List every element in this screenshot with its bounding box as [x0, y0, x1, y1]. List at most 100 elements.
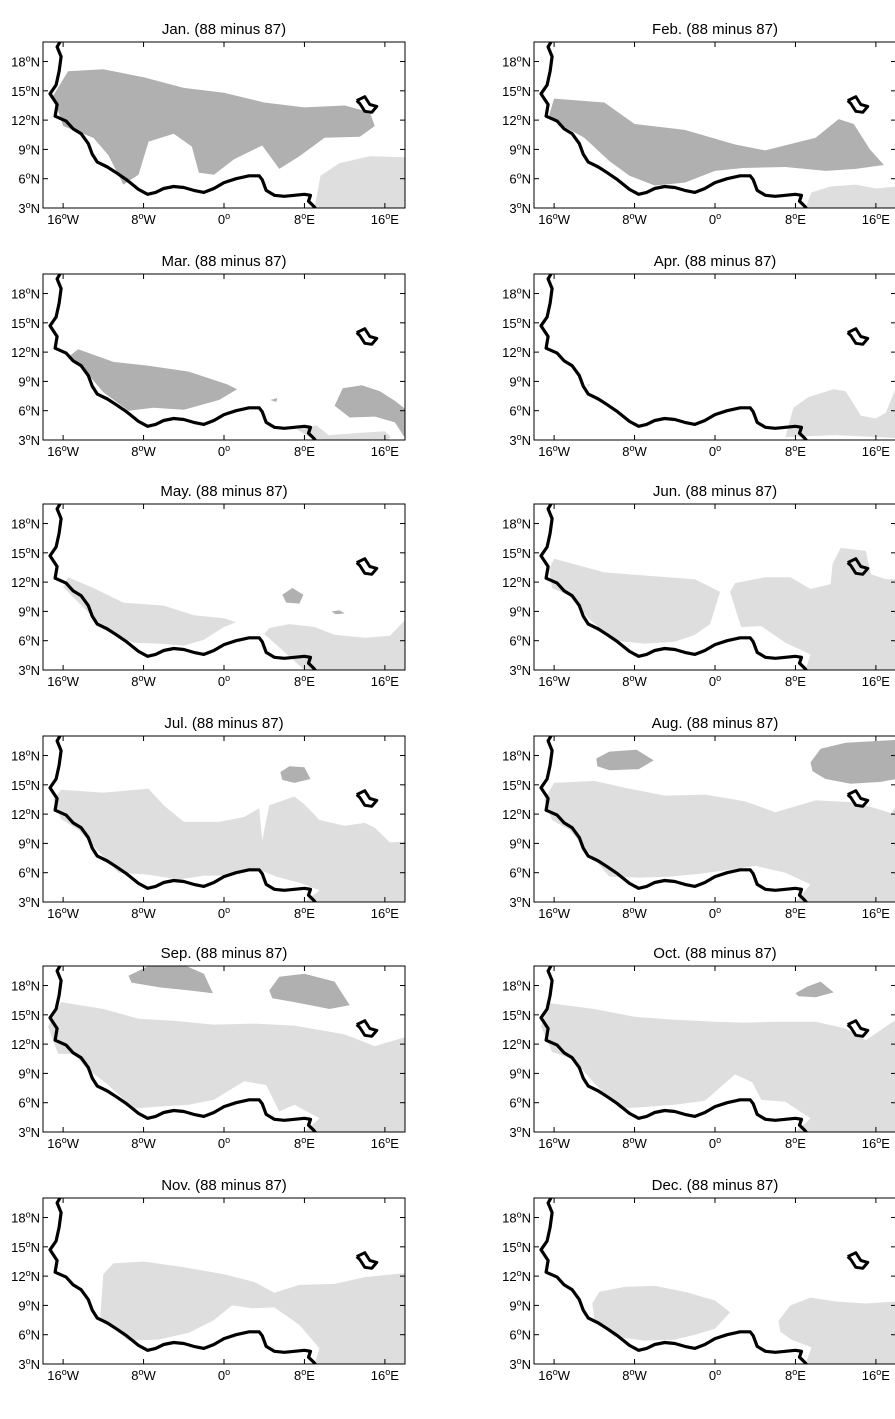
x-tick-label: 8oW	[131, 1135, 156, 1151]
x-tick-label: 0o	[218, 211, 230, 227]
x-tick-label: 8oW	[622, 443, 647, 459]
x-tick-label: 8oE	[785, 443, 806, 459]
y-tick-label: 9oN	[18, 603, 40, 619]
coastline	[48, 1198, 318, 1364]
dark-anomaly-region	[128, 966, 213, 994]
x-tick-label: 16oW	[538, 905, 570, 921]
y-tick-label: 3oN	[18, 1356, 40, 1372]
panel-title: Aug. (88 minus 87)	[652, 715, 779, 732]
lake-chad-outline	[846, 95, 870, 114]
panel-title: Mar. (88 minus 87)	[161, 253, 286, 270]
x-tick-label: 16oE	[862, 673, 890, 689]
y-tick-label: 12oN	[11, 344, 40, 360]
y-tick-label: 15oN	[502, 1239, 531, 1255]
map-panel: Aug. (88 minus 87) 16oW 8oW 0o 8oE 16oE 3oN 6oN…	[502, 715, 895, 921]
x-tick-label: 8oE	[294, 443, 315, 459]
x-tick-label: 16oE	[371, 443, 399, 459]
x-tick-label: 8oE	[785, 673, 806, 689]
y-tick-label: 18oN	[11, 978, 40, 994]
map-panel: May. (88 minus 87) 16oW 8oW 0o 8oE 16oE 3oN 6oN…	[11, 483, 406, 689]
x-tick-label: 8oW	[622, 1367, 647, 1383]
coastline	[539, 736, 809, 902]
dark-anomaly-region	[68, 349, 238, 411]
map-panel: Oct. (88 minus 87) 16oW 8oW 0o 8oE 16oE 3oN 6oN…	[502, 945, 895, 1151]
x-tick-label: 8oE	[294, 211, 315, 227]
x-tick-label: 0o	[709, 443, 721, 459]
y-tick-label: 3oN	[509, 200, 531, 216]
light-anomaly-region	[53, 788, 405, 902]
y-tick-label: 15oN	[11, 1007, 40, 1023]
y-tick-label: 15oN	[502, 83, 531, 99]
coastline	[48, 42, 318, 208]
x-tick-label: 8oW	[131, 1367, 156, 1383]
panel-title: Sep. (88 minus 87)	[161, 945, 288, 962]
x-tick-label: 16oE	[371, 1367, 399, 1383]
y-tick-label: 12oN	[11, 1036, 40, 1052]
y-tick-label: 15oN	[11, 545, 40, 561]
x-tick-label: 16oW	[538, 211, 570, 227]
x-tick-label: 16oE	[371, 211, 399, 227]
light-anomaly-region	[544, 780, 895, 902]
map-panel: Jun. (88 minus 87) 16oW 8oW 0o 8oE 16oE 3oN 6oN…	[502, 483, 895, 689]
y-tick-label: 6oN	[509, 865, 531, 881]
y-tick-label: 3oN	[18, 662, 40, 678]
lake-chad-outline	[846, 327, 870, 346]
y-tick-label: 12oN	[502, 806, 531, 822]
y-tick-label: 18oN	[11, 748, 40, 764]
y-tick-label: 6oN	[18, 171, 40, 187]
light-anomaly-region	[592, 1285, 731, 1341]
map-panel: Nov. (88 minus 87) 16oW 8oW 0o 8oE 16oE 3oN 6oN…	[11, 1177, 406, 1383]
dark-anomaly-region	[270, 398, 278, 402]
lake-chad-outline	[355, 327, 379, 346]
x-tick-label: 0o	[218, 1367, 230, 1383]
coastline	[539, 42, 809, 208]
x-tick-label: 16oE	[862, 211, 890, 227]
y-tick-label: 18oN	[502, 516, 531, 532]
x-tick-label: 8oE	[785, 905, 806, 921]
light-anomaly-region	[541, 1003, 895, 1132]
y-tick-label: 18oN	[11, 54, 40, 70]
y-tick-label: 18oN	[502, 286, 531, 302]
x-tick-label: 16oE	[371, 905, 399, 921]
x-tick-label: 0o	[709, 905, 721, 921]
y-tick-label: 12oN	[502, 1268, 531, 1284]
y-tick-label: 18oN	[502, 978, 531, 994]
y-tick-label: 12oN	[502, 574, 531, 590]
light-anomaly-region	[785, 389, 895, 438]
x-tick-label: 8oW	[131, 443, 156, 459]
x-tick-label: 8oE	[294, 1135, 315, 1151]
y-tick-label: 18oN	[502, 54, 531, 70]
y-tick-label: 15oN	[11, 777, 40, 793]
x-tick-label: 8oW	[131, 673, 156, 689]
light-anomaly-region	[586, 384, 591, 388]
coastline	[48, 504, 318, 670]
y-tick-label: 9oN	[509, 835, 531, 851]
lake-chad-outline	[355, 1019, 379, 1038]
coastline	[539, 1198, 809, 1364]
y-tick-label: 6oN	[509, 171, 531, 187]
y-tick-label: 3oN	[509, 432, 531, 448]
y-tick-label: 18oN	[502, 1210, 531, 1226]
x-tick-label: 16oW	[47, 1367, 79, 1383]
x-tick-label: 16oW	[538, 1367, 570, 1383]
x-tick-label: 16oW	[47, 1135, 79, 1151]
x-tick-label: 0o	[218, 905, 230, 921]
lake-chad-outline	[355, 95, 379, 114]
dark-anomaly-region	[795, 981, 834, 998]
y-tick-label: 9oN	[18, 1065, 40, 1081]
x-tick-label: 8oE	[294, 1367, 315, 1383]
x-tick-label: 16oW	[47, 905, 79, 921]
coastline	[48, 736, 318, 902]
y-tick-label: 3oN	[509, 894, 531, 910]
y-tick-label: 9oN	[509, 373, 531, 389]
x-tick-label: 16oW	[47, 443, 79, 459]
y-tick-label: 15oN	[502, 315, 531, 331]
coastline	[539, 274, 809, 440]
dark-anomaly-region	[280, 766, 311, 783]
panel-title: Oct. (88 minus 87)	[653, 945, 776, 962]
y-tick-label: 12oN	[11, 112, 40, 128]
map-panel: Apr. (88 minus 87) 16oW 8oW 0o 8oE 16oE 3oN 6oN…	[502, 253, 895, 459]
y-tick-label: 12oN	[11, 1268, 40, 1284]
panel-title: May. (88 minus 87)	[160, 483, 287, 500]
dark-anomaly-region	[282, 588, 304, 604]
